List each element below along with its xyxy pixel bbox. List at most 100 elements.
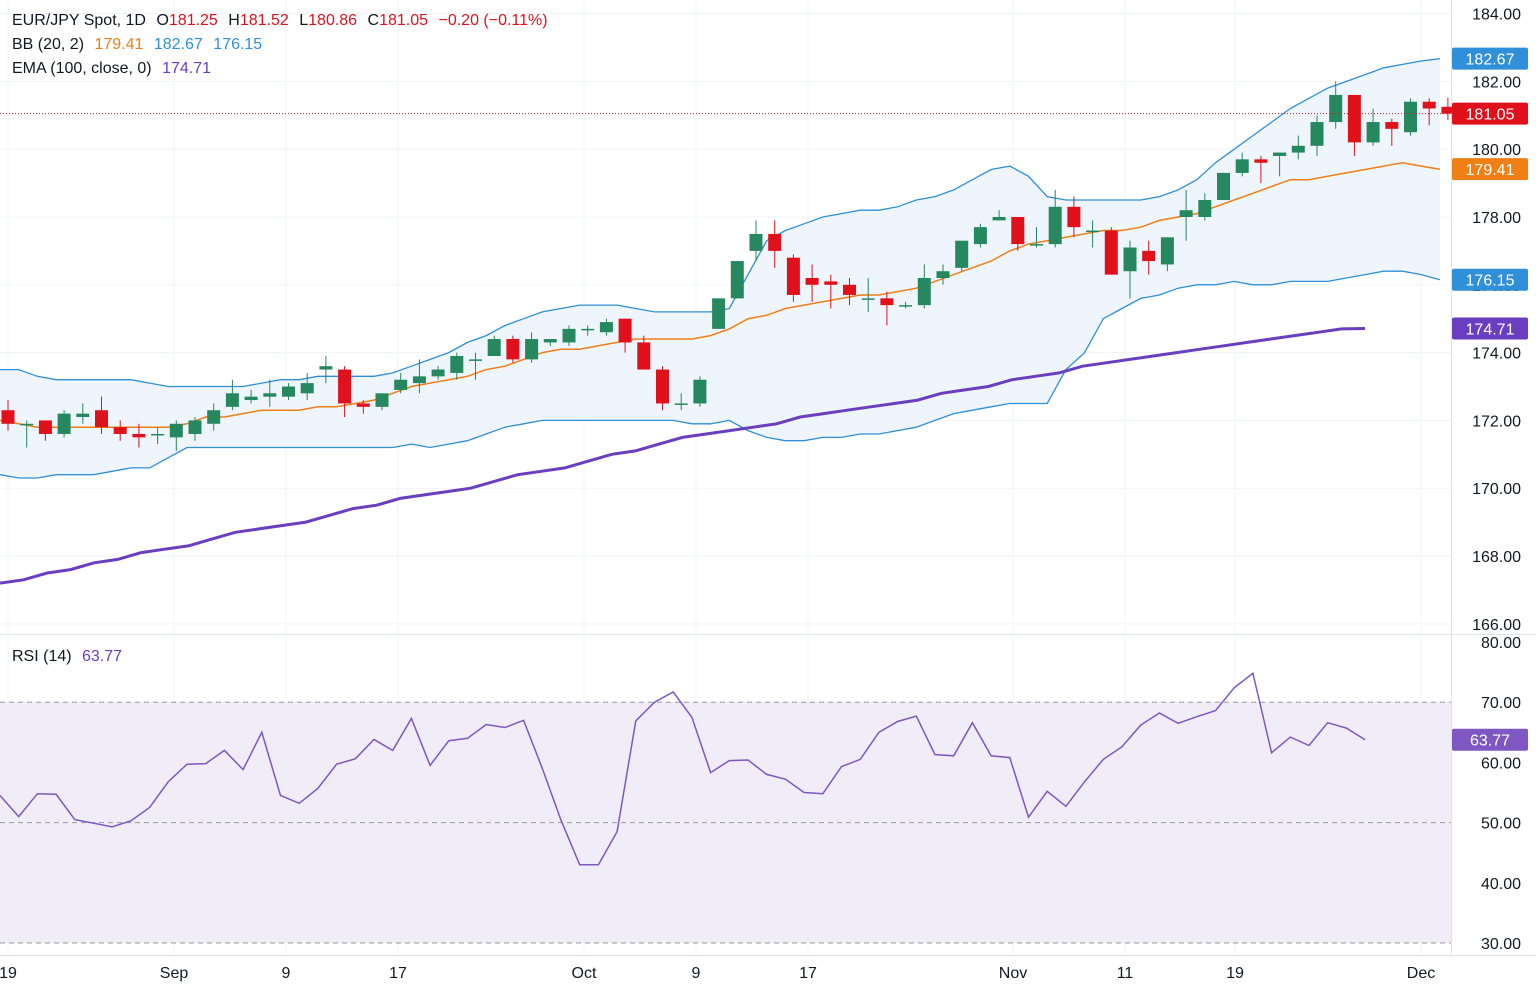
candle-body <box>712 298 726 329</box>
close-value: 181.05 <box>379 12 429 29</box>
candle-body <box>1011 216 1025 245</box>
candle <box>151 427 165 445</box>
candle <box>76 403 90 424</box>
candle-body <box>450 355 464 373</box>
ema-line-group <box>0 327 1366 585</box>
candle-body <box>487 339 501 356</box>
candle-body <box>768 233 782 251</box>
bb-upper-tag-bg <box>1452 47 1528 70</box>
candle <box>1329 81 1343 129</box>
candle-body <box>57 413 71 434</box>
bb-lower-tag-text: 176.15 <box>1466 273 1515 290</box>
rsi-tick-label: 40.00 <box>1481 876 1521 893</box>
candle-body <box>843 284 856 295</box>
candle-body <box>581 328 595 331</box>
bb-legend: BB (20, 2) 179.41 182.67 176.15 <box>12 36 268 54</box>
time-tick-label: 11 <box>1117 965 1134 982</box>
candle <box>506 335 520 363</box>
rsi-legend: RSI (14) 63.77 <box>12 648 128 666</box>
candle <box>282 383 295 401</box>
candle <box>412 359 426 394</box>
candle-body <box>225 393 239 407</box>
time-tick-label: 17 <box>799 965 817 982</box>
candle <box>394 372 408 394</box>
candle <box>712 298 726 329</box>
candle-body <box>861 298 875 300</box>
candle <box>581 325 595 336</box>
candle-body <box>562 328 576 343</box>
candle-body <box>282 386 295 397</box>
candle <box>917 264 931 309</box>
rsi-tag-bg <box>1452 728 1528 751</box>
bb-lower-value: 176.15 <box>213 36 263 53</box>
candle-body <box>506 339 520 360</box>
bb-lower-tag: 176.15 <box>1452 268 1528 291</box>
candle-body <box>1385 122 1399 129</box>
candle-body <box>786 257 800 295</box>
candle <box>936 264 950 285</box>
candle <box>132 423 146 448</box>
time-tick-label: 19 <box>0 965 17 982</box>
price-tick-label: 184.00 <box>1472 7 1521 24</box>
candle <box>1310 115 1324 156</box>
price-tick-label: 178.00 <box>1472 210 1521 227</box>
candle-body <box>1160 237 1174 265</box>
rsi-panel[interactable] <box>0 671 1451 944</box>
price-tick-label: 182.00 <box>1472 74 1521 91</box>
low-value: 180.86 <box>308 12 358 29</box>
candle-body <box>20 423 34 426</box>
value-tags: 182.67 181.05 179.41 176.15 174.71 63.77 <box>1452 47 1528 751</box>
bb-upper-tag-text: 182.67 <box>1466 52 1515 69</box>
candle <box>319 355 333 384</box>
rsi-tick-label: 80.00 <box>1481 635 1521 652</box>
candle-body <box>132 433 146 438</box>
candle-body <box>151 433 165 436</box>
low-label: L <box>299 12 309 29</box>
time-axis[interactable]: 19 Sep 9 17 Oct 9 17 Nov 11 19 Dec <box>0 965 1435 982</box>
candle <box>20 420 34 448</box>
candle-body <box>263 393 277 397</box>
rsi-tag: 63.77 <box>1452 728 1528 751</box>
candle <box>1011 216 1025 251</box>
time-tick-label: 9 <box>692 965 701 982</box>
candle <box>450 352 464 380</box>
candle <box>375 393 389 411</box>
candle-body <box>543 339 557 343</box>
candle <box>1086 220 1100 248</box>
candle <box>338 366 352 418</box>
candle-body <box>244 396 258 401</box>
candle <box>356 400 370 414</box>
bb-basis-tag-text: 179.41 <box>1466 162 1515 179</box>
rsi-label: RSI (14) <box>12 648 72 665</box>
candle <box>599 318 613 336</box>
time-tick-label: 19 <box>1226 965 1244 982</box>
candle <box>1273 152 1287 177</box>
candle-body <box>1030 244 1043 246</box>
candle-body <box>1123 247 1137 272</box>
candle-body <box>637 342 651 370</box>
price-tick-label: 166.00 <box>1472 617 1521 634</box>
candle <box>1179 189 1193 241</box>
candle <box>113 420 127 441</box>
candle-body <box>1067 206 1081 228</box>
candle-body <box>1179 210 1193 217</box>
bb-basis-tag-bg <box>1452 158 1528 181</box>
candle-body <box>169 423 183 438</box>
candle-body <box>693 379 707 404</box>
candle-body <box>431 369 445 377</box>
price-tick-label: 174.00 <box>1472 346 1521 363</box>
price-axis[interactable]: 184.00182.00180.00178.00176.00174.00172.… <box>1472 7 1521 953</box>
candle-body <box>1 410 15 424</box>
time-tick-label: Nov <box>999 965 1027 982</box>
candle <box>880 291 894 326</box>
candle-body <box>525 339 539 360</box>
candle <box>955 240 969 272</box>
candle <box>1067 196 1081 238</box>
candles[interactable] <box>1 81 1455 451</box>
last-price-tag: 181.05 <box>1452 102 1528 125</box>
candle-body <box>824 281 838 285</box>
candle <box>95 396 108 434</box>
candle-body <box>899 305 913 307</box>
bb-lower-line <box>0 270 1441 479</box>
